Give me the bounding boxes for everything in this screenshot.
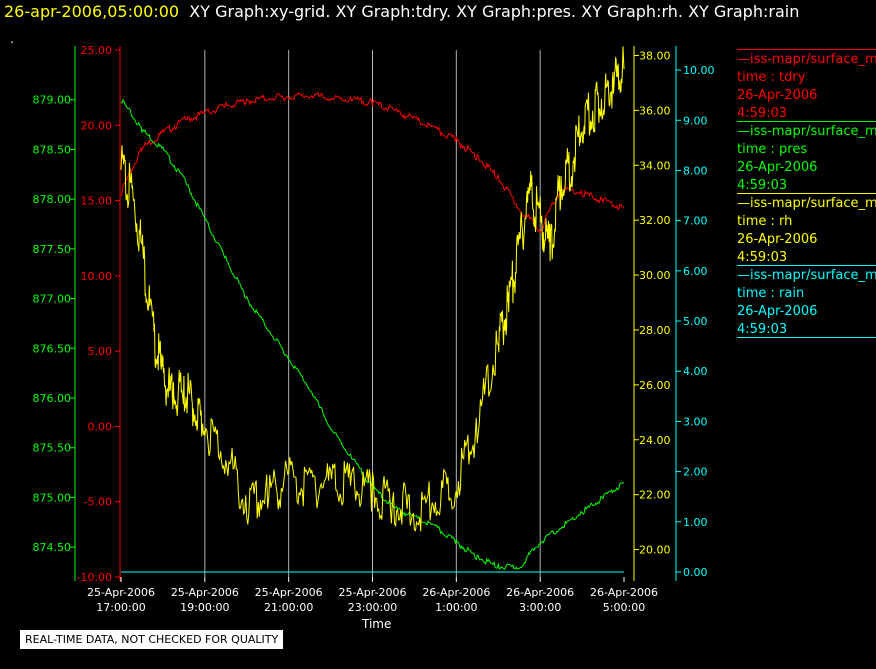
tdry-tick-label: 5.00	[88, 345, 113, 358]
rain-tick-label: 7.00	[683, 215, 708, 228]
rain-tick-label: 4.00	[683, 365, 708, 378]
tdry-tick-label: 10.00	[81, 270, 113, 283]
pres-tick-label: 879.00	[33, 94, 72, 107]
legend-end	[737, 337, 876, 339]
rh-tick-label: 30.00	[639, 269, 671, 282]
pres-tick-label: 877.00	[33, 293, 72, 306]
rain-tick-label: 5.00	[683, 315, 708, 328]
pres-tick-label: 877.50	[33, 243, 72, 256]
tdry-tick-label: 15.00	[81, 195, 113, 208]
status-dot: .	[10, 32, 14, 46]
series-line-tdry	[120, 91, 625, 234]
rain-tick-label: 3.00	[683, 415, 708, 428]
rain-tick-label: 10.00	[683, 64, 715, 77]
x-tick-label-date: 26-Apr-2006	[590, 586, 658, 599]
rh-tick-label: 32.00	[639, 214, 671, 227]
legend-time: 4:59:03	[737, 322, 788, 337]
legend-separator	[737, 49, 876, 50]
title-graphs: XY Graph:xy-grid. XY Graph:tdry. XY Grap…	[189, 2, 800, 21]
x-tick-label-date: 26-Apr-2006	[506, 586, 574, 599]
rain-tick-label: 1.00	[683, 516, 708, 529]
rh-tick-label: 24.00	[639, 434, 671, 447]
x-tick-label-time: 17:00:00	[96, 601, 145, 614]
legend-date: 26-Apr-2006	[737, 88, 818, 103]
tdry-tick-label: 0.00	[88, 420, 113, 433]
legend-separator	[737, 121, 876, 122]
x-tick-label-date: 25-Apr-2006	[87, 586, 155, 599]
pres-tick-label: 874.50	[33, 541, 72, 554]
tdry-tick-label: 20.00	[81, 119, 113, 132]
rh-tick-label: 34.00	[639, 159, 671, 172]
legend-separator	[737, 193, 876, 194]
x-tick-label-date: 25-Apr-2006	[171, 586, 239, 599]
legend-name: —iss-mapr/surface_m	[737, 268, 876, 283]
rh-tick-label: 38.00	[639, 49, 671, 62]
legend-separator	[737, 265, 876, 266]
rh-tick-label: 26.00	[639, 379, 671, 392]
pres-tick-label: 876.00	[33, 392, 72, 405]
tdry-tick-label: -10.00	[77, 571, 112, 584]
chart-title: 26-apr-2006,05:00:00 XY Graph:xy-grid. X…	[4, 2, 799, 21]
tdry-tick-label: 25.00	[81, 44, 113, 57]
legend-time: 4:59:03	[737, 106, 788, 121]
x-tick-label-time: 23:00:00	[348, 601, 397, 614]
legend-variable: time : rain	[737, 286, 805, 301]
x-tick-label-time: 3:00:00	[519, 601, 561, 614]
legend-variable: time : tdry	[737, 70, 806, 85]
x-tick-label-date: 25-Apr-2006	[338, 586, 406, 599]
rh-tick-label: 20.00	[639, 544, 671, 557]
rh-tick-label: 28.00	[639, 324, 671, 337]
legend-name: —iss-mapr/surface_m	[737, 196, 876, 211]
legend-name: —iss-mapr/surface_m	[737, 124, 876, 139]
rain-tick-label: 9.00	[683, 114, 708, 127]
rain-tick-label: 6.00	[683, 265, 708, 278]
pres-tick-label: 878.50	[33, 143, 72, 156]
rain-tick-label: 2.00	[683, 466, 708, 479]
legend-variable: time : pres	[737, 142, 808, 157]
legend-variable: time : rh	[737, 214, 793, 229]
x-tick-label-time: 19:00:00	[180, 601, 229, 614]
legend-name: —iss-mapr/surface_m	[737, 52, 876, 67]
rain-tick-label: 8.00	[683, 164, 708, 177]
series-line-rh	[120, 46, 625, 532]
legend-date: 26-Apr-2006	[737, 304, 818, 319]
pres-tick-label: 875.50	[33, 442, 72, 455]
x-tick-label-time: 21:00:00	[264, 601, 313, 614]
rh-tick-label: 36.00	[639, 104, 671, 117]
legend-time: 4:59:03	[737, 250, 788, 265]
tdry-tick-label: -5.00	[84, 496, 112, 509]
legend-separator	[737, 337, 876, 338]
x-tick-label-date: 25-Apr-2006	[255, 586, 323, 599]
pres-tick-label: 876.50	[33, 342, 72, 355]
rain-tick-label: 0.00	[683, 566, 708, 579]
x-tick-label-date: 26-Apr-2006	[422, 586, 490, 599]
legend-date: 26-Apr-2006	[737, 232, 818, 247]
legend-time: 4:59:03	[737, 178, 788, 193]
x-axis-label: Time	[362, 617, 392, 631]
quality-disclaimer: REAL-TIME DATA, NOT CHECKED FOR QUALITY	[19, 629, 285, 650]
pres-tick-label: 878.00	[33, 193, 72, 206]
x-tick-label-time: 1:00:00	[435, 601, 477, 614]
pres-tick-label: 875.00	[33, 491, 72, 504]
rh-tick-label: 22.00	[639, 489, 671, 502]
legend-date: 26-Apr-2006	[737, 160, 818, 175]
x-tick-label-time: 5:00:00	[603, 601, 645, 614]
title-date: 26-apr-2006,05:00:00	[4, 2, 180, 21]
